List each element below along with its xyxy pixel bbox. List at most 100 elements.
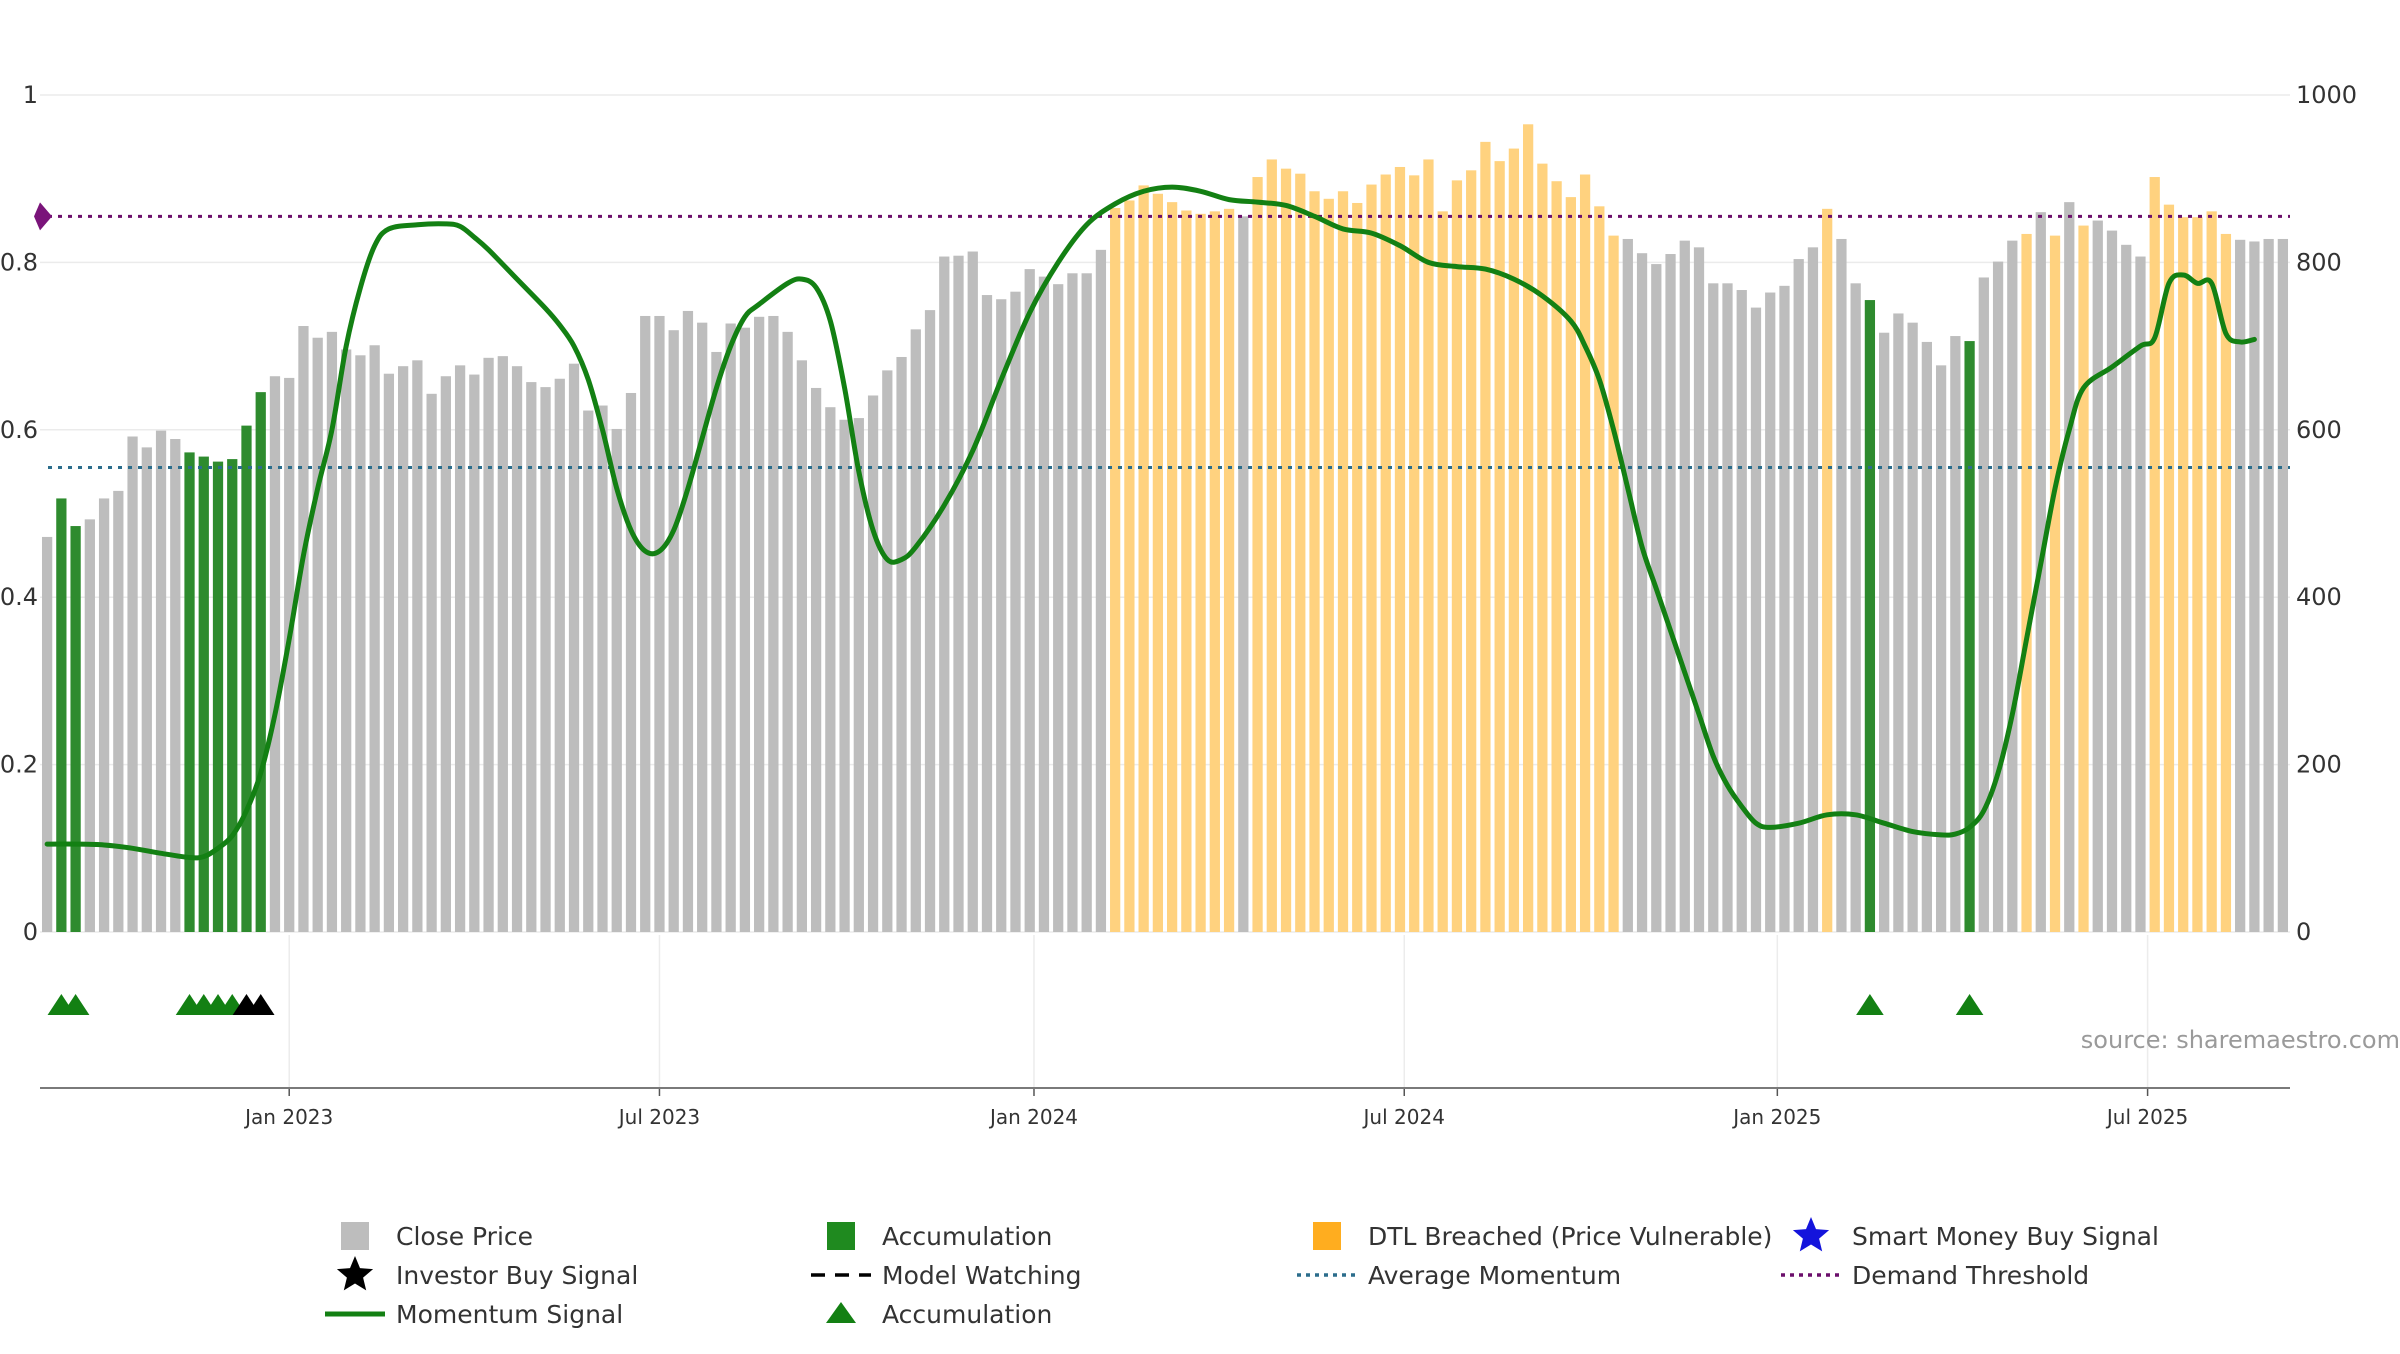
- close-price-bar: [1921, 341, 1932, 932]
- close-price-bar: [2092, 220, 2103, 933]
- close-price-bar: [2007, 240, 2018, 932]
- x-tick-label: Jan 2023: [243, 1105, 333, 1129]
- accumulation-bar: [198, 456, 209, 932]
- close-price-bar: [1095, 249, 1107, 933]
- x-tick-label: Jan 2025: [1731, 1105, 1821, 1129]
- demand-threshold-diamond: [34, 202, 52, 231]
- dtl-breached-bar: [2149, 177, 2160, 932]
- dtl-breached-bar: [1181, 210, 1192, 933]
- dtl-breached-bar: [2163, 204, 2175, 933]
- right-tick-label: 1000: [2296, 81, 2357, 109]
- legend-investor-star-icon: [336, 1256, 374, 1291]
- dtl-breached-bar: [2220, 233, 2232, 932]
- close-price-bar: [141, 447, 152, 932]
- left-tick-label: 0.2: [0, 751, 38, 779]
- close-price-bar: [526, 382, 537, 932]
- close-price-bar: [583, 410, 594, 932]
- close-price-bar: [1636, 253, 1648, 932]
- dtl-breached-bar: [1110, 207, 1121, 932]
- source-label: source: sharemaestro.com: [2081, 1026, 2400, 1054]
- close-price-bar: [398, 366, 409, 932]
- legend-label: Accumulation: [882, 1222, 1052, 1251]
- dtl-breached-bar: [1394, 166, 1406, 932]
- dtl-breached-bar: [2049, 235, 2061, 933]
- right-tick-label: 600: [2296, 416, 2342, 444]
- close-price-bar: [1736, 290, 1747, 932]
- close-price-bar: [298, 326, 309, 933]
- close-price-bar: [1807, 247, 1819, 933]
- close-price-bar: [1665, 254, 1676, 932]
- dtl-breached-bar: [1195, 213, 1206, 932]
- close-price-bar: [326, 331, 338, 933]
- close-price-bar: [1081, 273, 1092, 932]
- legend-label: Average Momentum: [1368, 1261, 1621, 1290]
- dtl-breached-bar: [1366, 184, 1377, 932]
- close-price-bar: [924, 310, 936, 932]
- close-price-bar: [1750, 307, 1762, 932]
- close-price-bar: [1693, 247, 1705, 933]
- close-price-bar: [711, 351, 722, 933]
- close-price-bar: [483, 357, 494, 932]
- close-price-bar: [825, 407, 836, 932]
- dtl-breached-bar: [1565, 197, 1576, 932]
- investor-buy-marker: [246, 994, 275, 1015]
- close-price-bar: [597, 405, 608, 933]
- dtl-breached-bar: [1323, 198, 1334, 933]
- dtl-breached-bar: [2021, 233, 2032, 932]
- right-tick-label: 200: [2296, 751, 2342, 779]
- close-price-bar: [341, 349, 352, 932]
- close-price-bar: [1038, 276, 1050, 932]
- dtl-breached-bar: [1466, 170, 1477, 932]
- legend-label: Momentum Signal: [396, 1300, 623, 1329]
- accumulation-bar: [212, 461, 224, 932]
- close-price-bar: [170, 439, 181, 932]
- close-price-bar: [1779, 285, 1790, 932]
- x-tick-label: Jan 2024: [988, 1105, 1078, 1129]
- close-price-bar: [1850, 283, 1861, 932]
- dtl-breached-bar: [1451, 180, 1463, 932]
- close-price-bar: [1067, 273, 1078, 932]
- close-price-bar: [2249, 241, 2260, 933]
- signal-lines: [34, 184, 2290, 861]
- close-price-bar: [1651, 264, 1662, 933]
- close-price-bar: [654, 315, 665, 932]
- close-price-bar: [939, 256, 950, 932]
- close-price-bar: [1893, 313, 1904, 932]
- dtl-breached-bar: [1437, 211, 1448, 932]
- dtl-breached-bar: [1166, 202, 1178, 933]
- close-price-bar: [2263, 238, 2274, 933]
- signal-markers: [47, 994, 1984, 1015]
- dtl-breached-bar: [1508, 148, 1520, 932]
- legend: Close Price Accumulation DTL Breached (Pri…: [325, 1217, 2159, 1329]
- legend-label: Close Price: [396, 1222, 533, 1251]
- dtl-breached-bar: [1138, 185, 1149, 932]
- close-price-bar: [155, 430, 167, 932]
- close-price-bar: [625, 392, 637, 932]
- close-price-bar: [611, 428, 622, 932]
- close-price-bar: [996, 299, 1007, 932]
- x-tick-label: Jul 2023: [617, 1105, 700, 1129]
- accumulation-bar: [1964, 341, 1975, 932]
- dtl-breached-bar: [1152, 193, 1164, 933]
- dtl-breached-bar: [1608, 235, 1619, 933]
- close-price-bar: [554, 378, 565, 932]
- dtl-breached-bar: [1380, 174, 1391, 932]
- close-price-bar: [1950, 336, 1961, 932]
- left-tick-label: 0.8: [0, 248, 38, 276]
- close-price-bar: [355, 355, 366, 932]
- close-price-bar: [882, 370, 893, 932]
- close-price-bar: [426, 393, 437, 933]
- close-price-bar: [540, 387, 551, 932]
- right-tick-label: 400: [2296, 583, 2342, 611]
- accumulation-bar: [255, 392, 266, 932]
- close-price-bar: [84, 519, 95, 932]
- left-tick-label: 0: [23, 918, 38, 946]
- legend-label: Smart Money Buy Signal: [1852, 1222, 2159, 1251]
- close-price-bar: [412, 360, 423, 933]
- close-price-bar: [810, 387, 822, 932]
- close-price-bar: [668, 330, 679, 932]
- close-price-bar: [98, 498, 110, 932]
- accumulation-bar: [56, 498, 67, 932]
- dtl-breached-bar: [1523, 124, 1534, 933]
